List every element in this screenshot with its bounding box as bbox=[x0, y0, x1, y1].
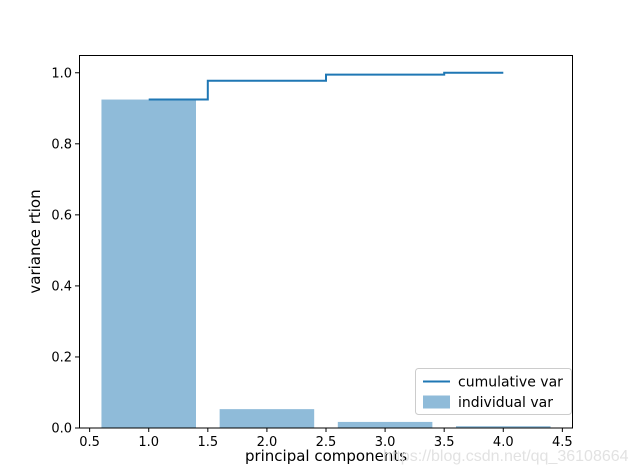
x-axis-ticks: 0.5 1.0 1.5 2.0 2.5 3.0 3.5 4.0 4.5 bbox=[79, 428, 573, 450]
y-tick-label: 0.4 bbox=[51, 279, 72, 294]
bar-individual-var bbox=[337, 421, 433, 428]
bar-individual-var bbox=[219, 409, 315, 428]
bars-group bbox=[101, 99, 551, 428]
x-tick-label: 0.5 bbox=[79, 435, 100, 450]
y-tick-label: 1.0 bbox=[51, 66, 72, 81]
y-tick-label: 0.8 bbox=[51, 137, 72, 152]
y-axis-ticks: 0.0 0.2 0.4 0.6 0.8 1.0 bbox=[51, 66, 79, 437]
bar-individual-var bbox=[456, 426, 551, 428]
cumulative-step-line bbox=[148, 71, 504, 101]
legend-label-cumulative: cumulative var bbox=[458, 375, 563, 391]
x-tick-label: 4.0 bbox=[493, 435, 514, 450]
x-tick-label: 4.5 bbox=[552, 435, 573, 450]
legend-label-individual: individual var bbox=[458, 395, 553, 411]
x-tick-label: 2.0 bbox=[257, 435, 278, 450]
y-tick-label: 0.2 bbox=[51, 350, 72, 365]
y-axis-label: variance rtion bbox=[26, 189, 44, 293]
x-tick-label: 1.5 bbox=[197, 435, 218, 450]
legend: cumulative var individual var bbox=[415, 368, 572, 415]
x-axis-label: principal components bbox=[245, 447, 407, 465]
x-tick-label: 2.5 bbox=[316, 435, 337, 450]
y-tick-label: 0.6 bbox=[51, 208, 72, 223]
bar-individual-var bbox=[101, 99, 196, 428]
x-tick-label: 3.5 bbox=[434, 435, 455, 450]
y-tick-label: 0.0 bbox=[51, 422, 72, 437]
x-tick-label: 1.0 bbox=[138, 435, 159, 450]
legend-patch-swatch bbox=[423, 395, 450, 409]
legend-box bbox=[415, 368, 572, 415]
x-tick-label: 3.0 bbox=[375, 435, 396, 450]
